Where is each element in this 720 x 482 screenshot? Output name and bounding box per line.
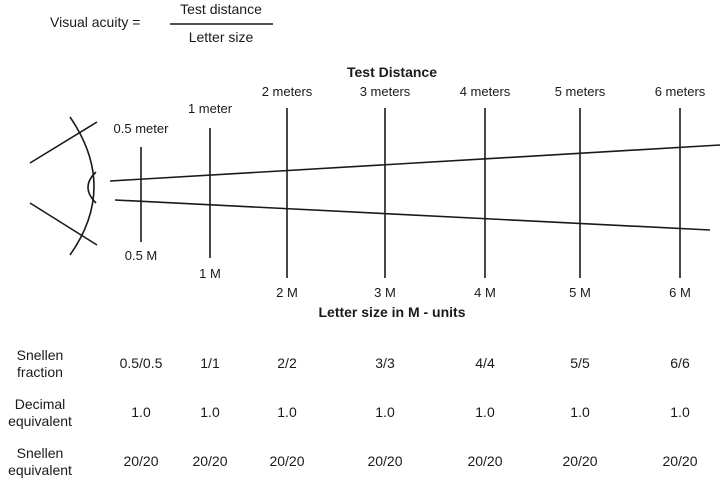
table-cell-decimal: 1.0	[570, 404, 590, 420]
letter-size-label: 3 M	[374, 285, 396, 300]
table-cell-snellen: 4/4	[475, 355, 495, 371]
table-cell-snellen-eq: 20/20	[467, 453, 502, 469]
formula-numerator: Test distance	[180, 1, 262, 17]
eye-icon	[29, 116, 98, 256]
letter-size-label: 6 M	[669, 285, 691, 300]
distance-label: 1 meter	[188, 101, 233, 116]
letter-size-label: 2 M	[276, 285, 298, 300]
table-cell-snellen: 0.5/0.5	[120, 355, 163, 371]
table-cell-snellen: 2/2	[277, 355, 297, 371]
letter-size-label: 0.5 M	[125, 248, 158, 263]
distance-label: 5 meters	[555, 84, 606, 99]
letter-size-label: 4 M	[474, 285, 496, 300]
row-label: fraction	[17, 364, 63, 380]
lower-sight-line	[114, 199, 711, 231]
table-cell-snellen-eq: 20/20	[562, 453, 597, 469]
letter-size-label: 1 M	[199, 266, 221, 281]
formula-lhs: Visual acuity =	[50, 14, 140, 30]
distance-label: 4 meters	[460, 84, 511, 99]
test-distance-title: Test Distance	[347, 64, 437, 80]
table-cell-snellen-eq: 20/20	[192, 453, 227, 469]
row-label: Decimal	[15, 396, 66, 412]
table-cell-snellen: 6/6	[670, 355, 690, 371]
table-cell-snellen-eq: 20/20	[367, 453, 402, 469]
table-cell-snellen-eq: 20/20	[269, 453, 304, 469]
table-cell-snellen-eq: 20/20	[662, 453, 697, 469]
table-cell-decimal: 1.0	[200, 404, 220, 420]
table-cell-decimal: 1.0	[277, 404, 297, 420]
table-cell-decimal: 1.0	[375, 404, 395, 420]
table-cell-decimal: 1.0	[475, 404, 495, 420]
table-cell-snellen: 1/1	[200, 355, 220, 371]
distance-label: 2 meters	[262, 84, 313, 99]
distance-label: 0.5 meter	[114, 121, 170, 136]
row-label: Snellen	[17, 347, 64, 363]
upper-sight-line	[109, 144, 720, 182]
table-cell-snellen: 3/3	[375, 355, 395, 371]
row-label: Snellen	[17, 445, 64, 461]
table-cell-snellen: 5/5	[570, 355, 590, 371]
distance-label: 6 meters	[655, 84, 706, 99]
table-cell-snellen-eq: 20/20	[123, 453, 158, 469]
table-cell-decimal: 1.0	[670, 404, 690, 420]
distance-label: 3 meters	[360, 84, 411, 99]
table-cell-decimal: 1.0	[131, 404, 151, 420]
row-label: equivalent	[8, 462, 72, 478]
row-label: equivalent	[8, 413, 72, 429]
letter-size-title: Letter size in M - units	[318, 304, 465, 320]
letter-size-label: 5 M	[569, 285, 591, 300]
formula-denominator: Letter size	[189, 29, 254, 45]
